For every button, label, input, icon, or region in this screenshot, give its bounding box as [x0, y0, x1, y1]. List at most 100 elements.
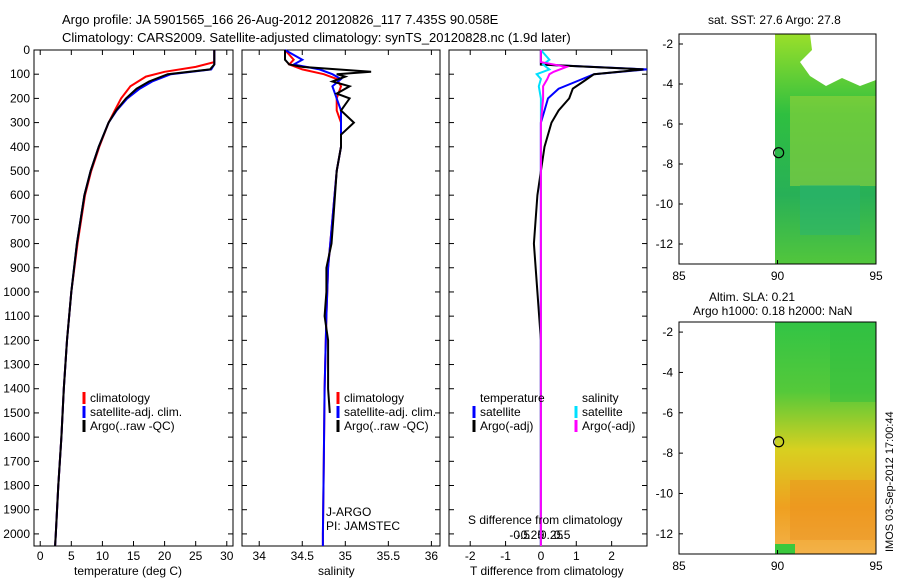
annotation-pi: PI: JAMSTEC	[326, 519, 400, 533]
lat-tick-label: -6	[662, 406, 673, 420]
x-tick-label: 0	[538, 549, 545, 563]
temperature-axis-ticks: 0 5 10 15 20 25 30	[37, 50, 234, 563]
lon-tick-label: 90	[771, 269, 785, 283]
t-difference-xlabel: T difference from climatology	[470, 564, 624, 578]
y-tick-label: 800	[10, 237, 30, 251]
y-tick-label: 2000	[3, 527, 30, 541]
y-tick-label: 1400	[3, 382, 30, 396]
temperature-frame	[33, 49, 234, 547]
x-tick-label: 15	[127, 549, 141, 563]
legend-s-satellite-label: satellite	[582, 405, 623, 419]
lon-tick-label: 85	[672, 269, 686, 283]
lon-tick-label: 90	[771, 559, 785, 573]
y-tick-label: 300	[10, 116, 30, 130]
y-tick-label: 400	[10, 140, 30, 154]
y-tick-label: 1600	[3, 430, 30, 444]
lat-tick-label: -4	[662, 365, 673, 379]
x-tick-label: 0	[37, 549, 44, 563]
x-tick-label: 36	[425, 549, 439, 563]
x-tick-label: 20	[158, 549, 172, 563]
y-tick-label: 1000	[3, 285, 30, 299]
lat-tick-label: -10	[656, 486, 674, 500]
y-tick-label: 1500	[3, 406, 30, 420]
lat-tick-label: -4	[662, 77, 673, 91]
legend-argo-label: Argo(..raw -QC)	[344, 419, 429, 433]
legend-t-satellite-label: satellite	[480, 405, 521, 419]
temperature-legend: climatology satellite-adj. clim. Argo(..…	[82, 391, 182, 433]
argo-location-marker	[773, 147, 785, 159]
legend-climatology-label: climatology	[344, 391, 404, 405]
legend-t-argo-label: Argo(-adj)	[480, 419, 533, 433]
lon-tick-label: 95	[869, 559, 883, 573]
legend-satellite-label: satellite-adj. clim.	[90, 405, 182, 419]
lat-tick-label: -6	[662, 117, 673, 131]
sla-low-patch	[830, 322, 876, 402]
lat-tick-label: -12	[656, 237, 674, 251]
sst-map-title: sat. SST: 27.6 Argo: 27.8	[708, 13, 841, 27]
y-tick-label: 0	[23, 43, 30, 57]
sla-corner-patch	[775, 544, 795, 554]
difference-legend: temperature satellite Argo(-adj) salinit…	[472, 391, 635, 433]
s-tick-label: 0.25	[540, 528, 564, 542]
x-tick-label: 35	[339, 549, 353, 563]
lat-tick-label: -8	[662, 446, 673, 460]
series-line-t-satellite	[539, 50, 648, 546]
temperature-lines	[54, 50, 216, 547]
sst-cool-patch	[800, 185, 860, 235]
salinity-lines	[284, 49, 372, 546]
lat-tick-label: -8	[662, 157, 673, 171]
y-tick-label: 700	[10, 212, 30, 226]
sla-map-subtitle: Argo h1000: 0.18 h2000: NaN	[693, 304, 852, 318]
y-tick-label: 600	[10, 188, 30, 202]
x-tick-label: 25	[189, 549, 203, 563]
x-tick-label: 34	[253, 549, 267, 563]
difference-lines	[532, 49, 648, 546]
y-tick-label: 200	[10, 91, 30, 105]
lat-tick-label: -12	[656, 527, 674, 541]
y-tick-label: 1800	[3, 479, 30, 493]
lat-tick-label: -2	[662, 325, 673, 339]
temperature-panel: 0100200300400500600700800900100011001200…	[3, 43, 647, 578]
y-tick-label: 1300	[3, 358, 30, 372]
series-line-t-argo-adj-	[532, 50, 644, 546]
lon-tick-label: 85	[672, 559, 686, 573]
s-tick-label: -0.5	[509, 528, 530, 542]
x-tick-label: 34.5	[291, 549, 315, 563]
x-tick-label: 1	[573, 549, 580, 563]
salinity-panel: 34 34.5 35 35.5 36 salinity climatology sate…	[241, 49, 441, 578]
s-tick-label: 0.5	[554, 528, 571, 542]
sst-map-ticks: 85 90 95 -2 -4 -6 -8 -10 -12	[656, 37, 883, 283]
series-line-satellite-adj-clim-	[54, 50, 216, 547]
sla-map-panel: Altim. SLA: 0.21 Argo h1000: 0.18 h2000:…	[656, 290, 883, 573]
legend-argo-label: Argo(..raw -QC)	[90, 419, 175, 433]
argo-location-marker	[773, 436, 785, 448]
y-tick-label: 1200	[3, 333, 30, 347]
sla-high-patch	[790, 480, 876, 540]
legend-temperature-title: temperature	[480, 391, 545, 405]
y-tick-label: 1900	[3, 503, 30, 517]
lon-tick-label: 95	[869, 269, 883, 283]
sla-map-title: Altim. SLA: 0.21	[709, 290, 795, 304]
salinity-xlabel: salinity	[318, 564, 355, 578]
annotation-program: J-ARGO	[326, 505, 371, 519]
x-tick-label: 30	[220, 549, 234, 563]
legend-s-argo-label: Argo(-adj)	[582, 419, 635, 433]
lat-tick-label: -2	[662, 37, 673, 51]
series-line-climatology	[54, 50, 216, 547]
x-tick-label: -1	[500, 549, 511, 563]
sst-map-panel: sat. SST: 27.6 Argo: 27.8 85 90 95 -2 -4 -6 -8…	[656, 13, 883, 283]
header-line2: Climatology: CARS2009. Satellite-adjuste…	[62, 30, 571, 45]
series-line-satellite-adj-clim-	[284, 49, 343, 546]
x-tick-label: 35.5	[377, 549, 401, 563]
y-tick-label: 900	[10, 261, 30, 275]
x-tick-label: 10	[96, 549, 110, 563]
x-tick-label: -2	[465, 549, 476, 563]
salinity-legend: climatology satellite-adj. clim. Argo(..…	[336, 391, 436, 433]
y-tick-label: 100	[10, 67, 30, 81]
temperature-xlabel: temperature (deg C)	[74, 564, 182, 578]
y-tick-label: 1100	[4, 309, 30, 323]
s-difference-xlabel: S difference from climatology	[468, 513, 623, 527]
legend-salinity-title: salinity	[582, 391, 619, 405]
legend-satellite-label: satellite-adj. clim.	[344, 405, 436, 419]
series-line-argo-raw-qc-	[54, 50, 216, 547]
